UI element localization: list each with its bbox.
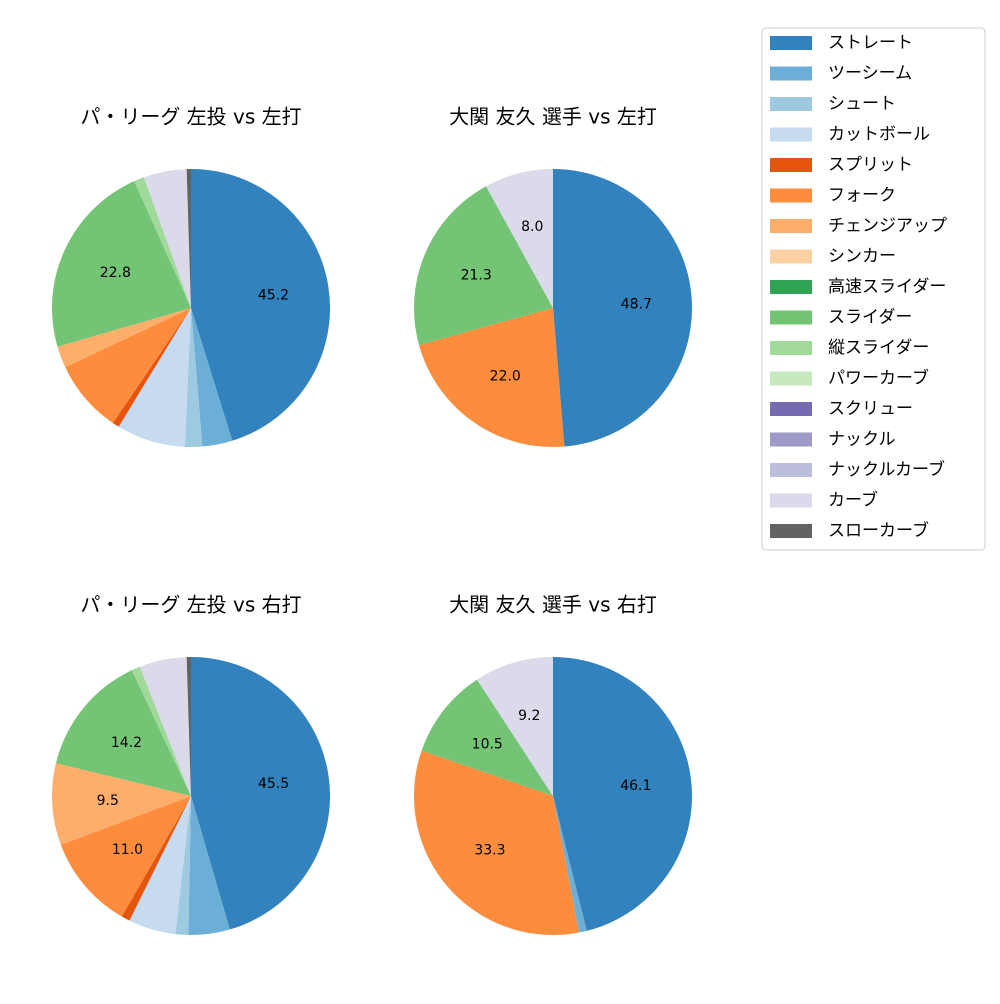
pie-slice bbox=[129, 796, 191, 935]
pie-slice bbox=[413, 750, 580, 935]
legend-label: チェンジアップ bbox=[828, 216, 947, 236]
legend-label: スライダー bbox=[828, 308, 912, 328]
legend-label: シュート bbox=[828, 94, 896, 114]
legend-swatch bbox=[770, 158, 812, 172]
legend-swatch bbox=[770, 432, 812, 447]
value-label: 10.5 bbox=[472, 737, 503, 753]
legend-swatch bbox=[770, 463, 812, 477]
pie-slice bbox=[191, 308, 233, 447]
legend-label: スクリュー bbox=[828, 399, 913, 419]
chart-title: パ・リーグ 左投 vs 右打 bbox=[80, 593, 301, 617]
legend-swatch bbox=[770, 219, 812, 233]
legend-label: 縦スライダー bbox=[828, 338, 929, 358]
value-label: 45.5 bbox=[258, 776, 289, 792]
pie-slice bbox=[55, 670, 191, 796]
pie-slice bbox=[175, 796, 191, 935]
pie-slice bbox=[131, 666, 191, 796]
value-label: 9.2 bbox=[518, 708, 540, 724]
value-label: 22.0 bbox=[490, 368, 521, 384]
pie-slice bbox=[60, 796, 191, 917]
pie-slice bbox=[134, 177, 191, 308]
value-label: 9.5 bbox=[97, 793, 119, 809]
legend-label: ストレート bbox=[828, 33, 913, 53]
legend-label: ナックルカーブ bbox=[828, 459, 945, 480]
pie-slice bbox=[191, 657, 331, 930]
legend-swatch bbox=[770, 280, 812, 294]
pie-slice bbox=[486, 169, 553, 308]
value-label: 21.3 bbox=[461, 268, 492, 284]
value-label: 33.3 bbox=[474, 843, 505, 859]
legend-box bbox=[761, 27, 986, 551]
chart-title: 大関 友久 選手 vs 右打 bbox=[449, 593, 657, 617]
pie-slice bbox=[65, 308, 191, 423]
legend-swatch bbox=[770, 524, 812, 538]
legend-swatch bbox=[770, 402, 812, 416]
pie-slice bbox=[188, 796, 230, 935]
legend-label: 高速スライダー bbox=[828, 277, 946, 297]
pie-slice bbox=[184, 308, 203, 448]
pie-slice bbox=[191, 169, 331, 441]
chart-title: パ・リーグ 左投 vs 左打 bbox=[80, 105, 301, 129]
value-label: 14.2 bbox=[111, 735, 142, 751]
pie-slice bbox=[186, 169, 191, 308]
value-label: 46.1 bbox=[620, 778, 651, 794]
value-label: 8.0 bbox=[521, 219, 543, 235]
pie-slice bbox=[553, 169, 693, 447]
pie-slice bbox=[57, 308, 191, 368]
pie-slice bbox=[553, 796, 587, 933]
legend-swatch bbox=[770, 66, 812, 81]
value-label: 22.8 bbox=[100, 265, 131, 281]
pie-slice bbox=[553, 657, 693, 931]
legend-swatch bbox=[770, 127, 812, 142]
pie-slice bbox=[186, 657, 191, 796]
legend-label: カットボール bbox=[828, 125, 930, 145]
legend-swatch bbox=[770, 371, 812, 386]
legend-swatch bbox=[770, 249, 812, 264]
chart-title: 大関 友久 選手 vs 左打 bbox=[449, 105, 657, 129]
legend-label: フォーク bbox=[828, 186, 896, 206]
legend-label: スローカーブ bbox=[828, 520, 929, 541]
legend-swatch bbox=[770, 493, 812, 508]
legend-label: ナックル bbox=[828, 430, 896, 450]
legend-label: カーブ bbox=[828, 490, 878, 511]
pie-slice bbox=[477, 657, 553, 796]
pie-slice bbox=[52, 181, 191, 347]
legend-swatch bbox=[770, 36, 812, 50]
pie-slice bbox=[52, 763, 191, 845]
pie-slice bbox=[118, 308, 191, 447]
legend-label: シンカー bbox=[828, 247, 896, 267]
legend-swatch bbox=[770, 188, 812, 203]
legend-swatch bbox=[770, 97, 812, 111]
value-label: 48.7 bbox=[621, 297, 652, 313]
legend-label: スプリット bbox=[828, 155, 913, 175]
pie-slice bbox=[419, 308, 565, 447]
legend-label: ツーシーム bbox=[828, 64, 912, 84]
pie-slice bbox=[112, 308, 191, 427]
pie-slice bbox=[121, 796, 191, 921]
pie-slice bbox=[143, 169, 191, 308]
value-label: 11.0 bbox=[112, 842, 143, 858]
value-label: 45.2 bbox=[258, 287, 289, 303]
pie-slice bbox=[414, 186, 553, 346]
legend-swatch bbox=[770, 341, 812, 355]
pie-slice bbox=[139, 657, 191, 796]
legend-label: パワーカーブ bbox=[828, 368, 929, 389]
pie-slice bbox=[421, 679, 553, 796]
legend-swatch bbox=[770, 310, 812, 325]
